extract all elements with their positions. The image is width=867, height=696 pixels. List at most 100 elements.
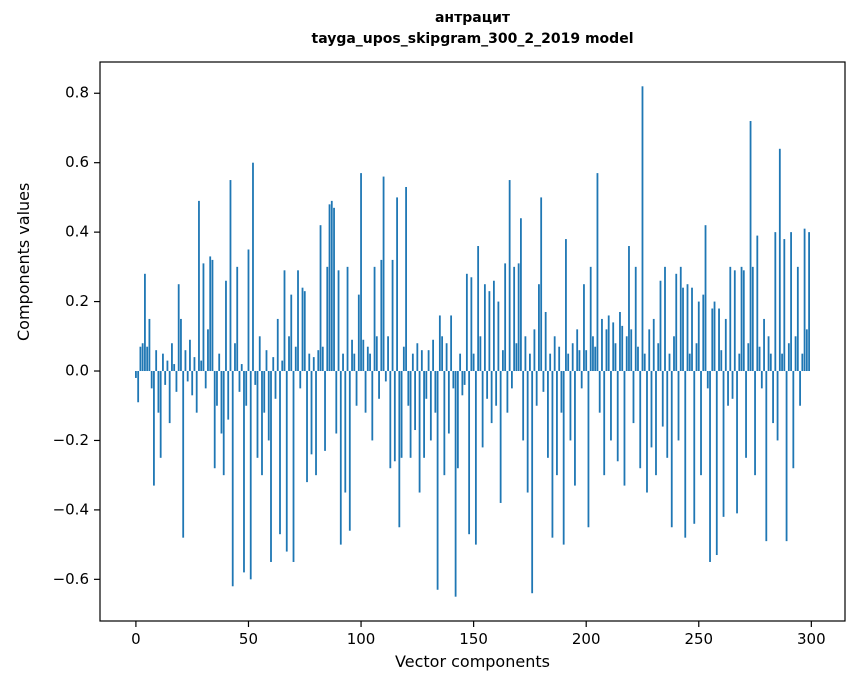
bar — [236, 266, 239, 372]
bar — [245, 371, 248, 406]
bar — [634, 266, 637, 372]
bar — [326, 266, 329, 372]
bar — [578, 350, 581, 372]
bar — [693, 371, 696, 524]
bar — [218, 353, 221, 372]
x-tick-label: 50 — [239, 630, 258, 648]
bar — [481, 371, 484, 448]
bar — [731, 371, 734, 399]
bar — [249, 371, 252, 580]
bar — [601, 318, 603, 372]
bar — [682, 287, 684, 372]
bar — [754, 371, 756, 476]
bar — [409, 371, 412, 458]
bar — [483, 284, 486, 372]
bar — [742, 270, 745, 372]
bar — [632, 371, 635, 424]
bar — [621, 325, 624, 372]
bar — [776, 371, 779, 441]
bar — [472, 353, 475, 372]
axes-frame — [99, 61, 846, 622]
bar — [195, 371, 198, 413]
bar — [508, 180, 511, 372]
bar — [763, 318, 765, 372]
bar — [346, 266, 349, 372]
bar — [355, 371, 358, 406]
y-tick-label: 0.6 — [65, 153, 89, 171]
y-tick-label: 0.8 — [65, 84, 89, 102]
bar — [652, 318, 655, 372]
bar — [425, 371, 428, 399]
y-tick-label: −0.2 — [53, 431, 89, 449]
bar — [333, 207, 335, 372]
bar — [306, 371, 308, 483]
bar — [398, 371, 401, 528]
y-tick-label: −0.6 — [53, 570, 89, 588]
bar — [317, 350, 320, 372]
bar — [474, 371, 477, 545]
bar — [371, 371, 374, 441]
bar — [704, 225, 707, 372]
bar — [745, 371, 747, 458]
bar — [231, 371, 234, 587]
bar — [529, 353, 531, 372]
bar — [756, 235, 759, 372]
bar — [292, 371, 295, 562]
bar — [380, 259, 383, 372]
bar — [709, 371, 711, 562]
bar — [524, 336, 527, 372]
bar — [697, 301, 700, 372]
bar — [281, 360, 284, 372]
bar — [695, 343, 698, 372]
bar — [666, 371, 669, 458]
bar — [364, 371, 367, 413]
bar — [447, 371, 450, 434]
bar — [684, 371, 687, 538]
bar — [553, 336, 556, 372]
bar — [272, 357, 275, 372]
bar — [436, 371, 439, 590]
bar — [596, 173, 599, 372]
bar — [155, 350, 158, 372]
bar — [258, 336, 261, 372]
bar — [492, 280, 495, 372]
bar — [515, 343, 518, 372]
bar — [589, 266, 592, 372]
bar — [799, 371, 801, 406]
bar — [240, 364, 243, 372]
bar — [369, 353, 371, 372]
bar — [738, 353, 741, 372]
bar — [715, 371, 718, 556]
bar — [207, 329, 209, 372]
bar — [342, 353, 344, 372]
bar — [373, 266, 376, 372]
bar — [402, 346, 405, 372]
bar — [504, 263, 507, 372]
bar — [423, 371, 425, 458]
bar — [384, 371, 387, 382]
bar — [479, 336, 482, 372]
bar — [657, 343, 660, 372]
bar — [630, 329, 633, 372]
bar — [751, 266, 754, 372]
bar — [443, 371, 446, 476]
bar — [310, 371, 313, 455]
bar — [438, 315, 441, 372]
bar — [760, 371, 763, 389]
bar — [490, 371, 493, 424]
bar — [247, 249, 250, 372]
bar — [562, 371, 565, 545]
bar — [679, 266, 682, 372]
bar — [335, 371, 338, 434]
bar — [308, 353, 311, 372]
bar — [643, 353, 646, 372]
x-axis-label: Vector components — [395, 652, 550, 671]
bar — [175, 371, 178, 392]
bar — [153, 371, 155, 486]
bar — [204, 371, 207, 389]
bar — [803, 228, 806, 372]
bar — [225, 280, 227, 372]
bar — [531, 371, 534, 594]
bar — [324, 371, 326, 451]
